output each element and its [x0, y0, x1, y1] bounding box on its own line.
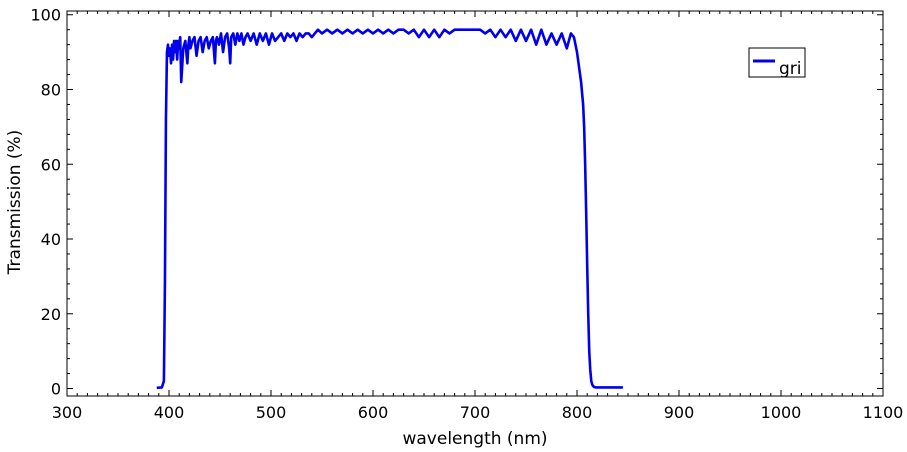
x-tick-label: 300 — [52, 403, 83, 422]
legend-label-gri: gri — [779, 59, 802, 79]
x-tick-label: 1100 — [863, 403, 904, 422]
x-tick-label: 1000 — [761, 403, 802, 422]
x-tick-label: 900 — [664, 403, 695, 422]
y-tick-label: 60 — [41, 155, 61, 174]
y-tick-label: 80 — [41, 80, 61, 99]
legend: gri — [748, 47, 806, 79]
x-tick-label: 700 — [460, 403, 491, 422]
y-tick-label: 0 — [51, 380, 61, 399]
y-tick-label: 40 — [41, 230, 61, 249]
x-tick-label: 400 — [154, 403, 185, 422]
x-tick-label: 500 — [256, 403, 287, 422]
ticks-layer: 300 400 500 600 700 800 900 1000 1100 0 20 40 60 80 10… — [30, 6, 903, 422]
y-tick-label: 100 — [30, 6, 61, 25]
x-tick-label: 800 — [562, 403, 593, 422]
y-tick-label: 20 — [41, 305, 61, 324]
y-axis-label: Transmission (%) — [5, 130, 25, 276]
x-axis-label: wavelength (nm) — [402, 429, 547, 449]
series-line-gri — [156, 28, 623, 390]
series-layer — [156, 28, 623, 390]
x-tick-label: 600 — [358, 403, 389, 422]
